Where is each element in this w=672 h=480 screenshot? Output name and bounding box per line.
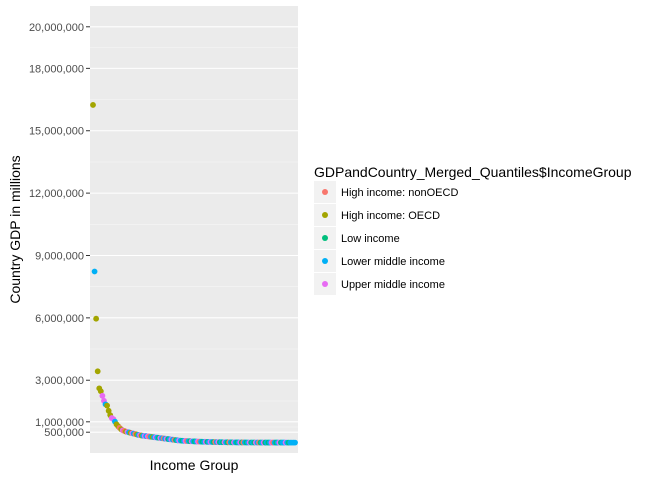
data-point	[94, 368, 101, 375]
y-tick-label: 6,000,000	[35, 313, 84, 325]
y-tick-label: 12,000,000	[29, 188, 84, 200]
data-point	[292, 439, 298, 446]
data-point	[105, 407, 112, 414]
legend-label: Low income	[341, 233, 400, 245]
panel-background	[90, 6, 298, 453]
minor-gridlines	[90, 47, 298, 428]
y-tick-label: 20,000,000	[29, 22, 84, 34]
y-tick-label: 500,000	[44, 427, 84, 439]
data-point	[90, 102, 96, 108]
legend-key-dot	[322, 235, 328, 241]
legend-key-dot	[322, 258, 328, 264]
legend-label: Upper middle income	[341, 279, 445, 291]
legend: GDPandCountry_Merged_Quantiles$IncomeGro…	[314, 164, 632, 295]
legend-key-dot	[322, 212, 328, 218]
legend-label: Lower middle income	[341, 256, 445, 268]
data-point	[104, 402, 110, 409]
data-point	[93, 315, 100, 322]
y-tick-label: 3,000,000	[35, 375, 84, 387]
x-axis-title: Income Group	[150, 457, 239, 473]
y-tick-label: 18,000,000	[29, 63, 84, 75]
data-points	[90, 102, 298, 446]
y-tick-label: 9,000,000	[35, 250, 84, 262]
legend-key-dot	[322, 281, 328, 287]
legend-label: High income: OECD	[341, 210, 440, 222]
legend-key-dot	[322, 189, 328, 195]
y-tick-label: 15,000,000	[29, 126, 84, 138]
data-point	[99, 392, 106, 399]
legend-title: GDPandCountry_Merged_Quantiles$IncomeGro…	[314, 164, 632, 180]
legend-label: High income: nonOECD	[341, 187, 458, 199]
y-tick-label: 1,000,000	[35, 417, 84, 429]
data-point	[97, 388, 104, 395]
data-point	[91, 268, 98, 275]
legend-entries: High income: nonOECD High income: OECD Low…	[314, 181, 458, 295]
y-axis-title: Country GDP in millions	[7, 155, 23, 303]
major-gridlines	[90, 26, 298, 433]
